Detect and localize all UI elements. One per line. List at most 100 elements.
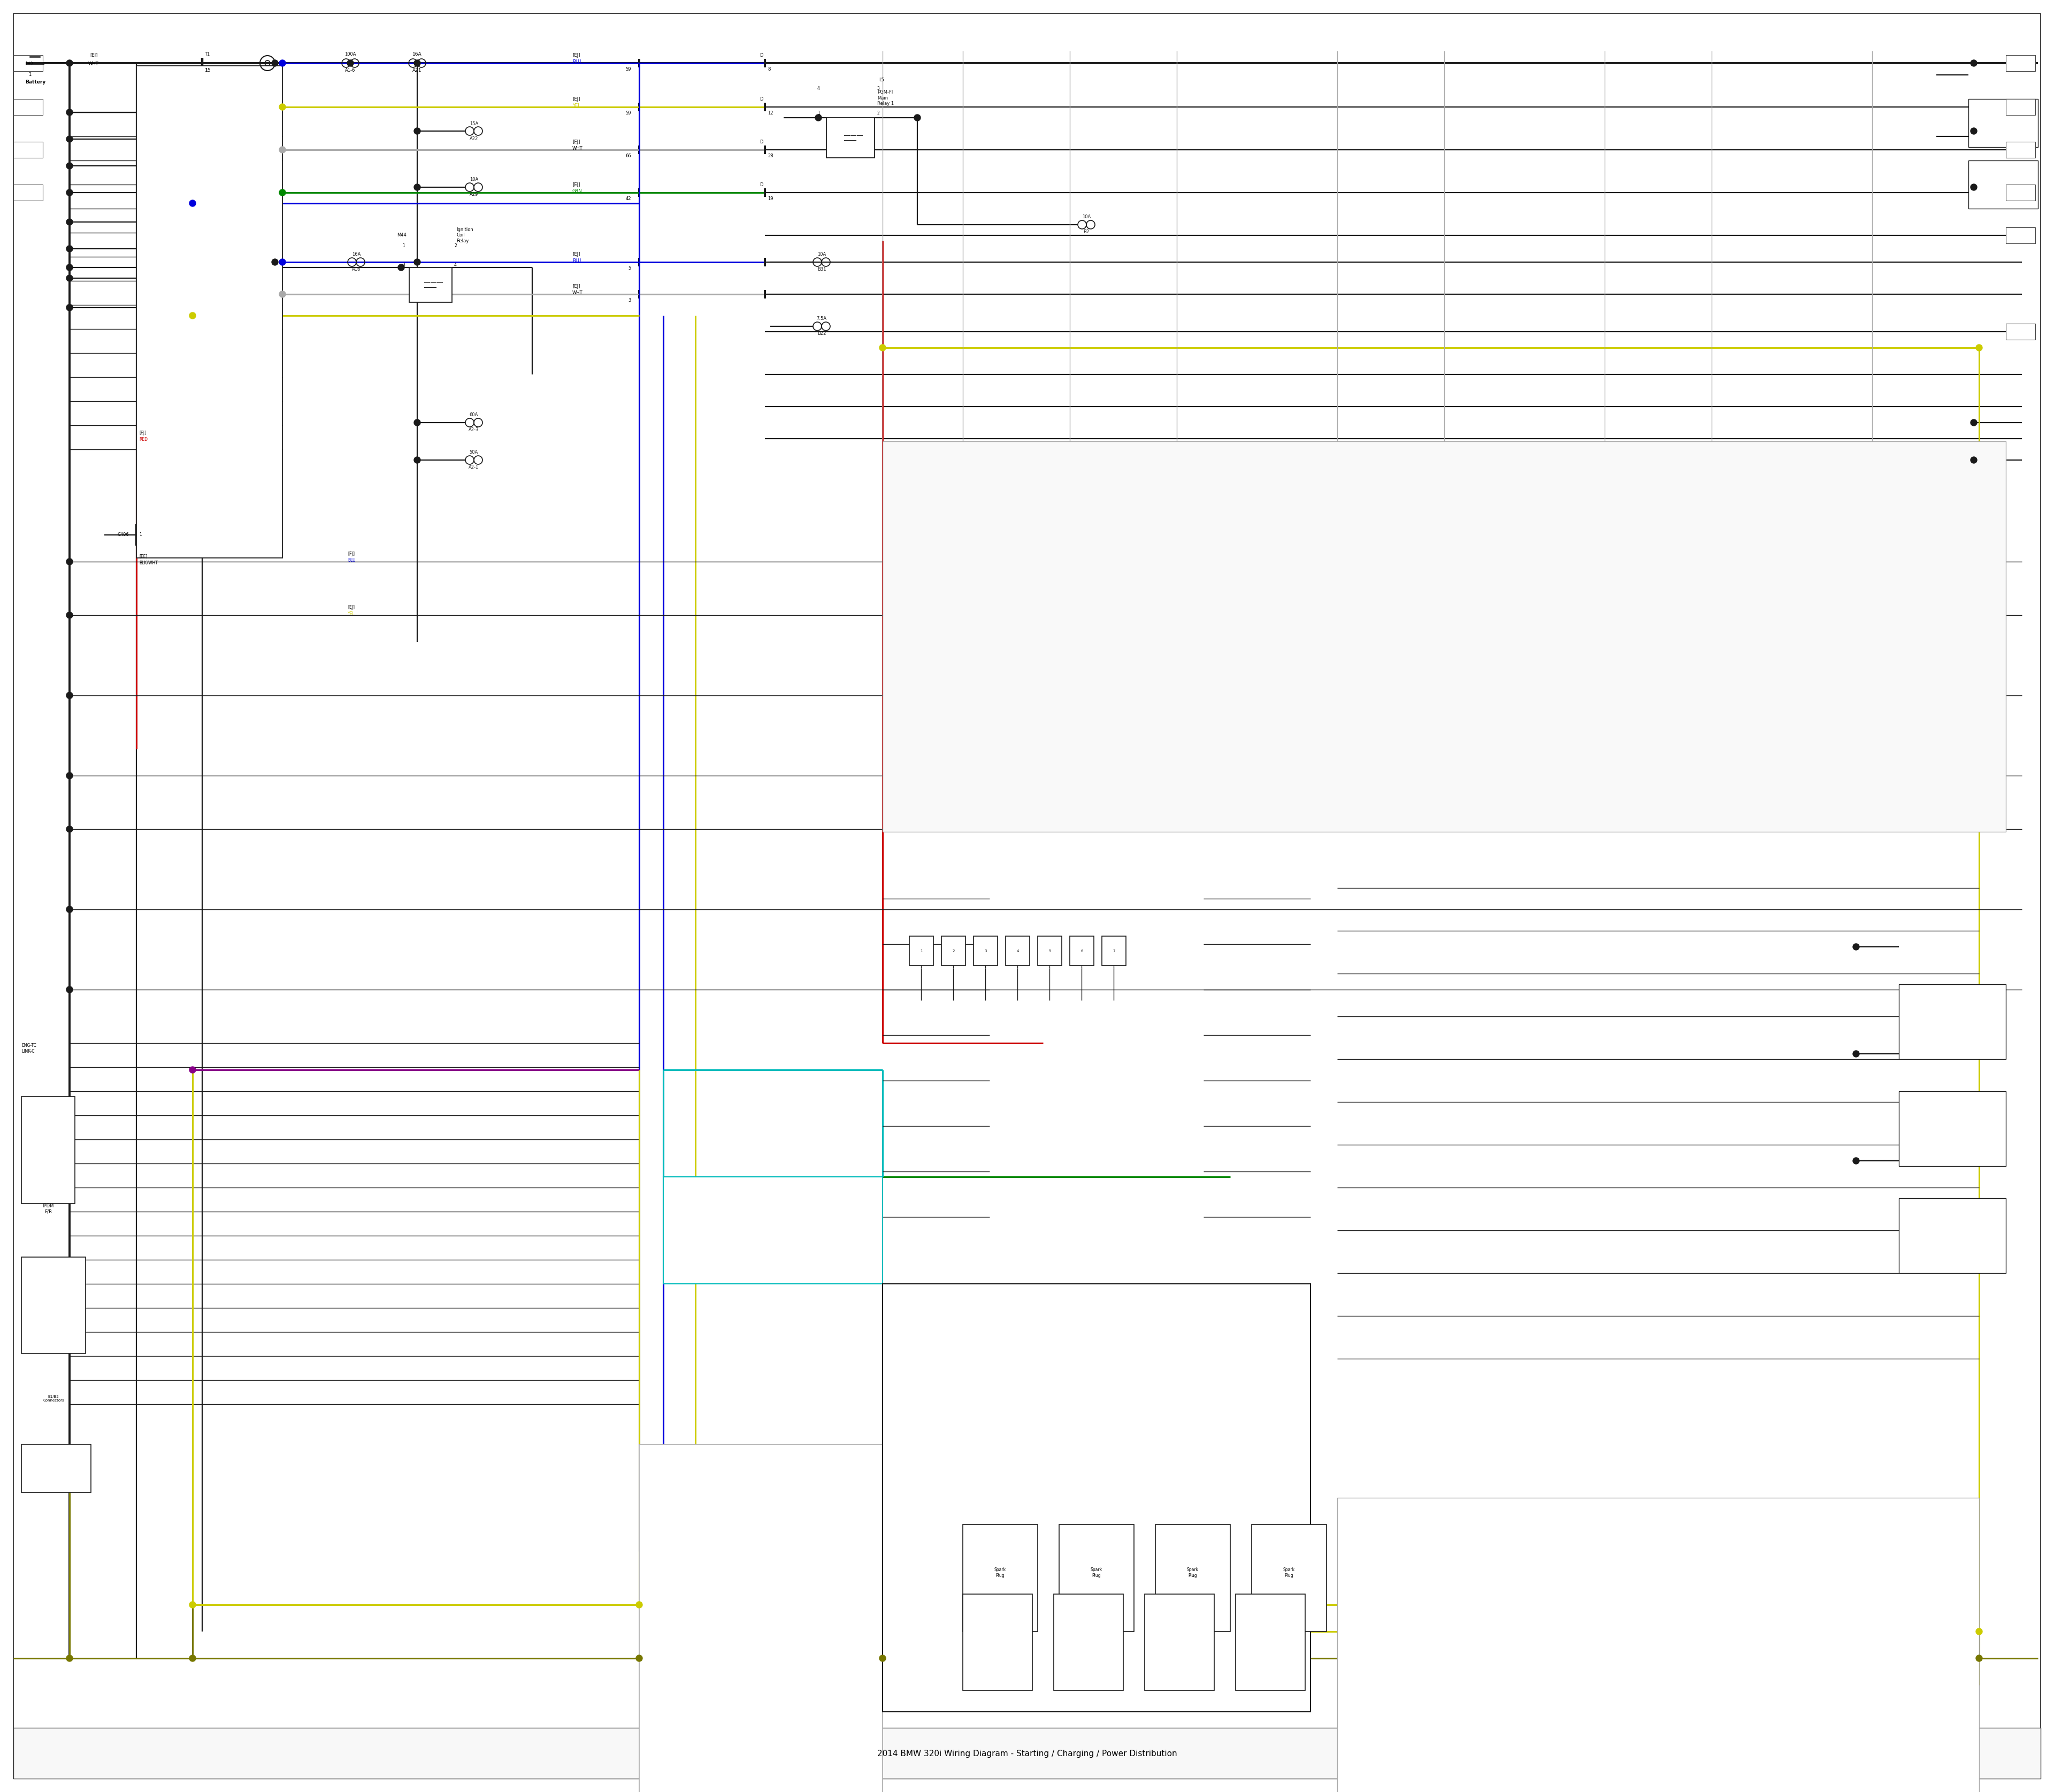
Text: A21: A21 <box>413 68 421 73</box>
Bar <box>1037 935 1062 966</box>
Text: Spark
Plug: Spark Plug <box>1284 1568 1294 1579</box>
Circle shape <box>415 185 421 190</box>
Circle shape <box>1976 344 1982 351</box>
Circle shape <box>66 907 72 912</box>
Circle shape <box>1970 419 1976 426</box>
Text: 12: 12 <box>768 111 772 116</box>
Bar <box>21 1256 86 1353</box>
Circle shape <box>398 263 405 271</box>
Text: A22: A22 <box>470 136 479 142</box>
Circle shape <box>66 772 72 780</box>
Text: 10A: 10A <box>817 253 826 256</box>
Circle shape <box>415 127 421 134</box>
Circle shape <box>347 59 353 66</box>
Bar <box>14 142 43 158</box>
Circle shape <box>66 163 72 168</box>
Text: Spark
Plug: Spark Plug <box>1187 1568 1200 1579</box>
Text: 2014 BMW 320i Wiring Diagram - Starting / Charging / Power Distribution: 2014 BMW 320i Wiring Diagram - Starting … <box>877 1749 1177 1758</box>
Circle shape <box>1976 1656 1982 1661</box>
Text: 59: 59 <box>626 66 631 72</box>
Circle shape <box>66 692 72 699</box>
Circle shape <box>1976 1629 1982 1634</box>
Circle shape <box>415 59 421 66</box>
Text: B31: B31 <box>817 267 826 272</box>
Bar <box>21 1097 74 1204</box>
Text: A1-6: A1-6 <box>345 68 355 73</box>
Text: Spark
Plug: Spark Plug <box>1091 1568 1103 1579</box>
Text: 8: 8 <box>768 66 770 72</box>
Text: 2: 2 <box>454 244 456 249</box>
Circle shape <box>914 115 920 120</box>
Bar <box>1070 935 1095 966</box>
Bar <box>1337 1498 1980 1792</box>
Text: 16A: 16A <box>413 52 421 57</box>
Circle shape <box>415 258 421 265</box>
Bar <box>883 441 2007 831</box>
Text: 15: 15 <box>205 68 210 73</box>
Text: 16A: 16A <box>351 253 362 256</box>
Text: 6: 6 <box>1080 950 1082 952</box>
Circle shape <box>279 59 286 66</box>
Circle shape <box>66 559 72 564</box>
Bar <box>197 68 207 133</box>
Text: 3: 3 <box>403 262 405 267</box>
Text: BLU: BLU <box>347 557 355 563</box>
Circle shape <box>66 263 72 271</box>
Bar <box>963 1525 1037 1631</box>
Text: 2: 2 <box>877 111 879 116</box>
Bar <box>883 1283 1310 1711</box>
Circle shape <box>279 258 286 265</box>
Circle shape <box>279 190 286 195</box>
Text: 66: 66 <box>624 154 631 159</box>
Text: Battery: Battery <box>25 79 45 84</box>
Text: B1/B2
Connectors: B1/B2 Connectors <box>43 1396 64 1403</box>
Bar <box>1898 1199 2007 1272</box>
Text: RED: RED <box>140 437 148 443</box>
Circle shape <box>189 312 195 319</box>
Bar <box>14 185 43 201</box>
Bar <box>663 1177 883 1283</box>
Text: [EI]: [EI] <box>90 52 97 57</box>
Bar <box>910 935 933 966</box>
Bar <box>136 66 283 557</box>
Text: BLU: BLU <box>573 258 581 263</box>
Bar <box>2007 324 2036 340</box>
Bar <box>1054 1595 1124 1690</box>
Circle shape <box>189 1656 195 1661</box>
Text: [EJ]: [EJ] <box>573 283 579 289</box>
Bar <box>2007 185 2036 201</box>
Text: M44: M44 <box>396 233 407 238</box>
Bar <box>1101 935 1126 966</box>
Circle shape <box>879 1656 885 1661</box>
Text: [EJ]: [EJ] <box>573 140 579 143</box>
Circle shape <box>279 147 286 152</box>
Text: [EJ]: [EJ] <box>347 552 355 556</box>
Text: 10A: 10A <box>470 177 479 183</box>
Text: (+): (+) <box>25 61 33 66</box>
Circle shape <box>1970 185 1976 190</box>
Circle shape <box>66 109 72 115</box>
Bar <box>2007 99 2036 115</box>
Bar <box>639 1444 883 1792</box>
Circle shape <box>189 201 195 206</box>
Text: 7.5A: 7.5A <box>817 317 826 321</box>
Text: D: D <box>760 183 762 188</box>
Text: [EJ]: [EJ] <box>573 183 579 186</box>
Text: 1: 1 <box>920 950 922 952</box>
Circle shape <box>879 344 885 351</box>
Bar <box>2007 142 2036 158</box>
Text: Ignition
Coil
Relay: Ignition Coil Relay <box>456 228 472 244</box>
Circle shape <box>66 986 72 993</box>
Text: 10A: 10A <box>1082 215 1091 220</box>
Circle shape <box>271 59 277 66</box>
Text: 1: 1 <box>203 68 207 72</box>
Circle shape <box>66 274 72 281</box>
Bar <box>1968 161 2038 208</box>
Text: 5: 5 <box>629 267 631 271</box>
Text: 4: 4 <box>817 86 820 91</box>
Circle shape <box>66 826 72 831</box>
Bar <box>136 68 201 475</box>
Circle shape <box>279 290 286 297</box>
Text: B2: B2 <box>1082 229 1089 235</box>
Bar <box>1060 1525 1134 1631</box>
